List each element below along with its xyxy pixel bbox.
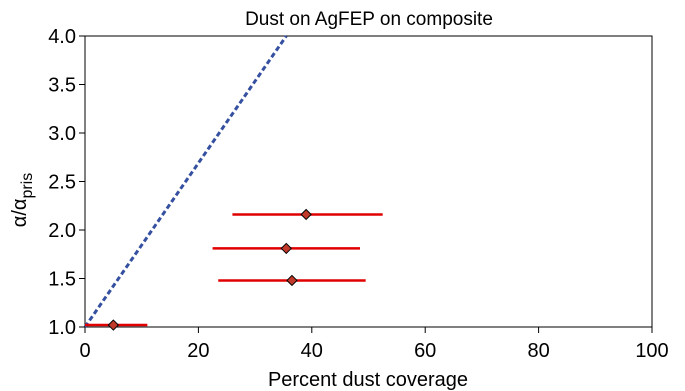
y-tick-label: 1.5 (48, 269, 76, 291)
y-axis-label-subscript: pris (19, 173, 36, 199)
y-axis-label-base: α/α (9, 199, 31, 228)
plot-layer (83, 35, 383, 331)
y-tick-label: 4.0 (48, 26, 76, 48)
y-axis-ticks: 1.0 1.5 2.0 2.5 3.0 3.5 4.0 (48, 26, 85, 339)
data-point (286, 274, 298, 287)
plot-area (84, 35, 653, 328)
y-tick-label: 3.0 (48, 123, 76, 145)
data-point (280, 242, 292, 255)
data-point (107, 319, 120, 331)
x-tick-label: 40 (301, 340, 323, 362)
chart-title: Dust on AgFEP on composite (245, 9, 493, 30)
y-tick-label: 2.0 (48, 220, 76, 242)
y-tick-label: 3.5 (48, 75, 76, 97)
x-tick-label: 60 (414, 340, 436, 362)
x-axis-ticks: 0 20 40 60 80 100 (79, 327, 669, 362)
x-tick-label: 80 (527, 340, 549, 362)
x-axis-label: Percent dust coverage (268, 369, 468, 391)
x-tick-label: 0 (79, 340, 90, 362)
fit-line (83, 35, 288, 328)
x-tick-label: 20 (187, 340, 209, 362)
y-axis-label: α/αpris (9, 173, 36, 227)
x-tick-label: 100 (635, 340, 668, 362)
data-point (300, 208, 312, 221)
y-tick-label: 1.0 (48, 317, 76, 339)
y-tick-label: 2.5 (48, 172, 76, 194)
